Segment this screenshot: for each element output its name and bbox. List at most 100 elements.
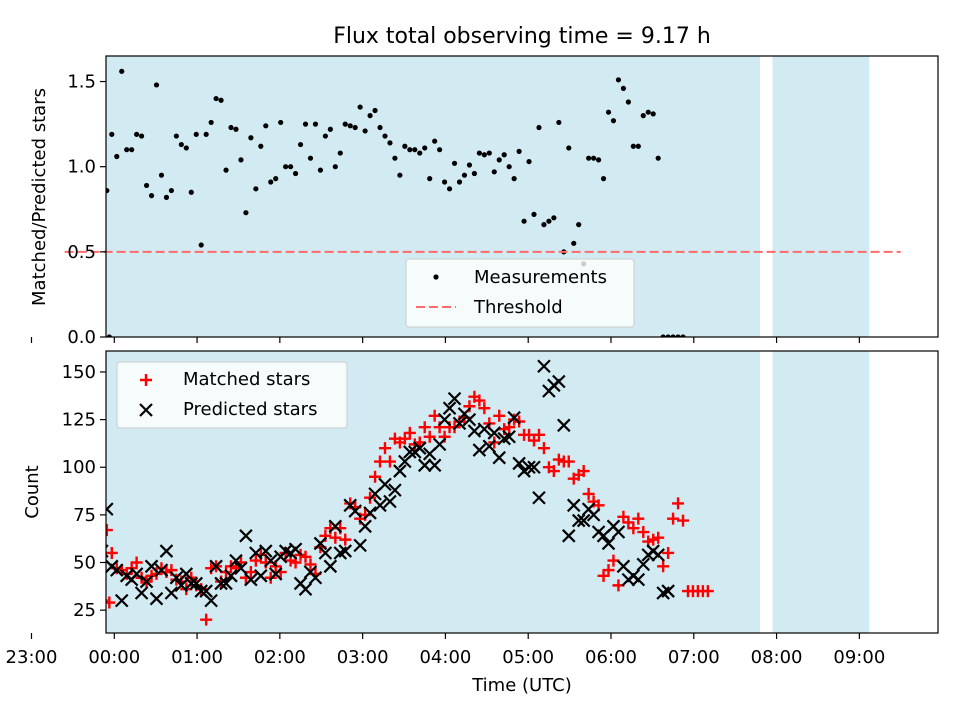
- matched-star-point: [244, 566, 257, 579]
- measurement-point: [362, 128, 368, 134]
- top-measurements: [106, 68, 686, 337]
- predicted-star-point: [477, 422, 492, 436]
- measurement-point: [566, 145, 572, 151]
- measurement-point: [208, 119, 214, 126]
- predicted-star-point: [611, 525, 626, 539]
- measurement-point: [640, 113, 646, 119]
- predicted-star-point: [472, 443, 487, 457]
- predicted-star-point: [586, 508, 601, 522]
- predicted-star-point: [363, 506, 377, 520]
- predicted-star-point: [571, 513, 586, 528]
- matched-star-point: [537, 442, 550, 455]
- measurement-point: [506, 164, 512, 170]
- predicted-star-point: [507, 410, 521, 425]
- measurement-point: [148, 193, 155, 199]
- predicted-stars-series: [106, 359, 675, 608]
- predicted-star-point: [383, 494, 397, 509]
- measurement-point: [382, 133, 388, 139]
- measurement-point: [129, 147, 135, 153]
- measurement-point: [106, 334, 112, 337]
- matched-star-point: [493, 409, 506, 422]
- measurement-point: [253, 186, 259, 192]
- measurement-point: [218, 97, 224, 103]
- predicted-star-point: [109, 563, 124, 577]
- matched-star-point: [577, 465, 590, 478]
- measurement-point: [660, 334, 666, 337]
- measurement-point: [233, 126, 239, 132]
- measurement-point: [297, 141, 304, 148]
- predicted-star-point: [254, 569, 268, 583]
- matched-star-point: [329, 531, 342, 544]
- measurement-point: [635, 143, 641, 149]
- matched-star-point: [602, 564, 615, 577]
- observing-window: [772, 351, 870, 633]
- bottom-y-label: Count: [22, 465, 43, 518]
- predicted-star-point: [492, 450, 507, 465]
- predicted-star-point: [258, 544, 273, 558]
- measurement-point: [158, 172, 165, 178]
- measurement-point: [387, 140, 393, 146]
- measurement-point: [521, 218, 527, 224]
- legend-measurements-label: Measurements: [474, 267, 607, 288]
- predicted-star-point: [512, 456, 526, 471]
- predicted-star-point: [154, 563, 169, 577]
- measurement-point: [650, 111, 656, 117]
- measurement-point: [263, 123, 269, 129]
- predicted-star-point: [502, 429, 516, 444]
- matched-star-point: [304, 558, 317, 571]
- bottom-x-axis: 23:00 00:00 01:00 02:00 03:00 04:00 05:00 06:00…: [6, 633, 885, 668]
- measurement-point: [114, 153, 120, 160]
- measurement-point: [665, 334, 671, 337]
- measurement-point: [198, 242, 204, 248]
- predicted-star-point: [129, 567, 144, 581]
- measurement-point: [327, 126, 333, 132]
- measurement-point: [486, 150, 492, 156]
- matched-star-point: [383, 455, 396, 468]
- measurement-point: [481, 152, 487, 158]
- predicted-star-point: [189, 576, 204, 591]
- x-tick-label: 06:00: [585, 647, 637, 668]
- matched-star-point: [130, 556, 143, 569]
- predicted-star-point: [601, 536, 616, 551]
- predicted-star-point: [353, 538, 367, 553]
- measurement-point: [352, 124, 358, 131]
- measurement-point: [173, 133, 179, 139]
- measurement-point: [441, 179, 448, 185]
- y-tick-label: 1.5: [67, 72, 96, 93]
- measurement-point: [332, 164, 338, 170]
- measurement-point: [238, 157, 244, 163]
- matched-star-point: [562, 455, 575, 468]
- y-tick-label: 0.5: [67, 242, 96, 263]
- measurement-point: [595, 157, 602, 163]
- top-legend-box: [405, 258, 635, 328]
- measurement-point: [437, 147, 443, 153]
- measurement-point: [630, 143, 636, 149]
- measurement-point: [347, 123, 353, 129]
- measurement-point: [432, 138, 438, 144]
- measurement-point: [134, 131, 140, 137]
- predicted-star-point: [268, 567, 283, 581]
- measurement-point: [531, 211, 537, 217]
- legend-predicted-marker: [139, 403, 153, 417]
- measurement-point: [283, 164, 289, 170]
- matched-star-point: [106, 596, 116, 609]
- measurement-point: [511, 176, 517, 182]
- matched-star-point: [701, 585, 714, 598]
- predicted-star-point: [263, 553, 278, 568]
- measurement-point: [183, 145, 189, 151]
- matched-star-point: [200, 613, 213, 626]
- top-axes-frame: [105, 55, 939, 338]
- y-tick-label: 100: [62, 457, 96, 478]
- predicted-star-point: [328, 519, 343, 534]
- predicted-star-point: [403, 445, 417, 459]
- matched-star-point: [423, 430, 436, 443]
- measurement-point: [357, 104, 363, 110]
- measurement-point: [600, 176, 607, 182]
- predicted-star-point: [313, 536, 328, 551]
- measurement-point: [427, 176, 433, 182]
- matched-star-point: [478, 402, 491, 415]
- predicted-star-point: [447, 391, 462, 406]
- legend-predicted-label: Predicted stars: [183, 399, 317, 420]
- top-legend: Measurements Threshold: [405, 258, 635, 328]
